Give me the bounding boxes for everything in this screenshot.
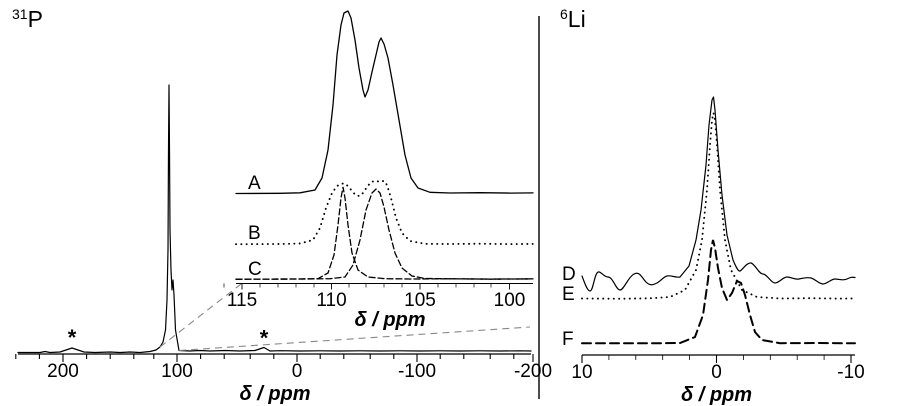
svg-text:100: 100 bbox=[161, 361, 193, 382]
svg-text:105: 105 bbox=[404, 290, 436, 311]
svg-text:0: 0 bbox=[292, 361, 303, 382]
svg-text:δ / ppm: δ / ppm bbox=[239, 383, 310, 405]
svg-text:B: B bbox=[248, 223, 261, 244]
svg-text:C: C bbox=[248, 259, 262, 280]
svg-text:-100: -100 bbox=[398, 361, 436, 382]
svg-text:115: 115 bbox=[227, 290, 257, 311]
svg-text:200: 200 bbox=[47, 361, 79, 382]
svg-text:0: 0 bbox=[711, 362, 722, 383]
svg-text:E: E bbox=[562, 284, 575, 305]
svg-text:*: * bbox=[260, 326, 269, 351]
svg-text:D: D bbox=[562, 264, 576, 285]
svg-text:110: 110 bbox=[316, 290, 346, 311]
svg-text:δ / ppm: δ / ppm bbox=[681, 384, 752, 406]
svg-text:*: * bbox=[68, 325, 77, 350]
svg-text:100: 100 bbox=[494, 290, 526, 311]
svg-text:-200: -200 bbox=[514, 361, 552, 382]
svg-text:10: 10 bbox=[571, 362, 592, 383]
svg-text:A: A bbox=[248, 173, 261, 194]
svg-text:-10: -10 bbox=[837, 362, 864, 383]
svg-text:δ / ppm: δ / ppm bbox=[354, 309, 425, 331]
svg-text:F: F bbox=[562, 329, 574, 350]
